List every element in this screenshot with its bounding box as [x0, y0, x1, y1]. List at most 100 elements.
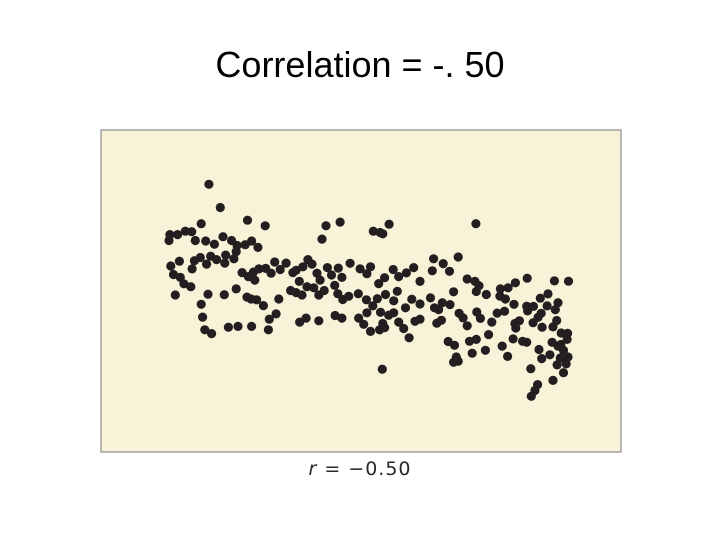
- data-point: [221, 250, 231, 260]
- data-point: [258, 301, 268, 311]
- data-point: [449, 287, 459, 297]
- data-point: [552, 360, 562, 370]
- data-point: [388, 264, 398, 275]
- data-point: [434, 305, 444, 315]
- data-point: [553, 298, 563, 308]
- data-point: [361, 295, 371, 305]
- data-point: [302, 282, 312, 292]
- data-point: [552, 315, 562, 326]
- data-point: [499, 306, 510, 316]
- data-point: [500, 294, 510, 304]
- data-point: [204, 179, 214, 189]
- data-point: [353, 289, 363, 299]
- data-point: [201, 236, 211, 246]
- data-point: [359, 319, 369, 329]
- data-point: [212, 255, 222, 265]
- data-point: [492, 308, 502, 318]
- data-point: [173, 230, 183, 240]
- data-point: [200, 325, 210, 335]
- data-point: [229, 254, 239, 264]
- data-point: [196, 299, 206, 309]
- data-point: [503, 351, 513, 361]
- data-point: [196, 219, 206, 229]
- data-point: [333, 263, 343, 273]
- data-point: [209, 239, 219, 249]
- data-point: [495, 284, 505, 294]
- data-point: [543, 289, 553, 299]
- data-point: [187, 264, 197, 274]
- data-point: [464, 336, 475, 346]
- data-point: [392, 286, 402, 296]
- data-point: [368, 226, 378, 236]
- data-point: [458, 313, 468, 323]
- data-point: [220, 258, 230, 268]
- data-point: [337, 272, 347, 282]
- data-point: [312, 268, 322, 278]
- caption-variable: r: [308, 458, 318, 480]
- data-point: [404, 333, 414, 343]
- data-point: [537, 322, 547, 332]
- data-point: [563, 352, 573, 362]
- data-point: [374, 279, 384, 289]
- data-point: [307, 259, 317, 269]
- data-point: [233, 321, 243, 331]
- data-point: [344, 291, 354, 301]
- data-point: [528, 301, 539, 311]
- data-point: [444, 266, 455, 276]
- data-point: [563, 328, 573, 338]
- data-point: [384, 219, 394, 229]
- data-point: [481, 289, 491, 300]
- data-point: [266, 268, 276, 278]
- data-point: [407, 294, 417, 304]
- data-point: [548, 375, 558, 385]
- data-point: [509, 299, 519, 309]
- data-point: [534, 344, 544, 355]
- data-point: [522, 273, 532, 283]
- data-point: [365, 262, 376, 272]
- data-point: [372, 294, 382, 304]
- slide-title: Correlation = -. 50: [215, 44, 505, 85]
- data-point: [198, 312, 208, 322]
- data-point: [549, 276, 560, 286]
- data-point: [375, 307, 386, 317]
- data-point: [467, 348, 477, 358]
- data-point: [436, 315, 446, 325]
- data-point: [394, 272, 404, 282]
- data-point: [429, 254, 439, 264]
- data-point: [480, 345, 490, 355]
- data-point: [415, 314, 425, 324]
- data-point: [415, 276, 425, 286]
- data-point: [471, 286, 481, 297]
- data-point: [437, 298, 447, 308]
- data-point: [274, 294, 284, 304]
- data-point: [530, 385, 540, 396]
- data-point: [561, 359, 571, 369]
- data-point: [270, 257, 280, 267]
- data-point: [231, 284, 241, 294]
- data-point: [510, 278, 520, 288]
- data-point: [186, 282, 196, 292]
- data-point: [535, 293, 545, 303]
- data-point: [322, 263, 332, 273]
- data-point: [203, 289, 213, 299]
- data-point: [223, 322, 233, 332]
- data-point: [445, 300, 455, 310]
- data-point: [401, 268, 411, 278]
- data-point: [484, 330, 494, 340]
- data-point: [291, 265, 301, 275]
- data-point: [164, 235, 174, 246]
- data-point: [330, 310, 340, 321]
- data-point: [345, 258, 355, 268]
- data-point: [202, 259, 212, 269]
- data-point: [380, 289, 391, 300]
- data-point: [319, 285, 329, 296]
- data-point: [362, 269, 372, 279]
- data-point: [180, 226, 190, 236]
- data-point: [250, 275, 260, 285]
- data-point: [475, 313, 485, 323]
- data-point: [522, 301, 532, 311]
- data-point: [449, 357, 459, 367]
- data-point: [380, 323, 390, 333]
- data-point: [438, 259, 448, 269]
